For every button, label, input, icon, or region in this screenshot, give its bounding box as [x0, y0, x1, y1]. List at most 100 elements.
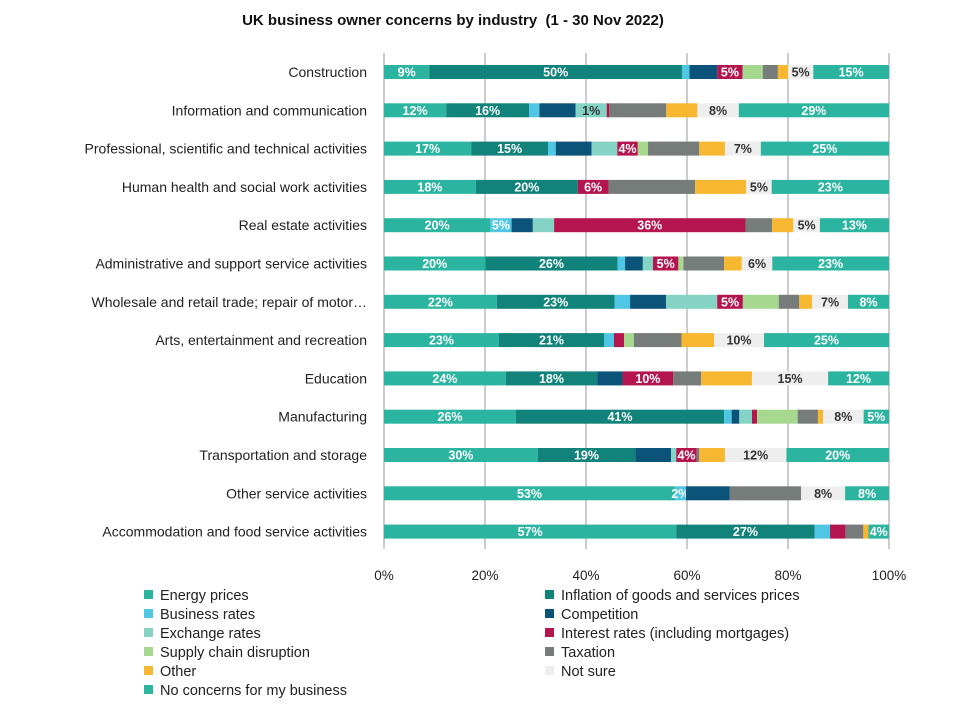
bar-segment	[685, 486, 730, 501]
data-label: 22%	[428, 295, 453, 309]
data-label: 57%	[518, 525, 543, 539]
data-label: 7%	[821, 295, 839, 309]
legend-item: Energy prices	[144, 587, 249, 606]
bar-segment	[678, 256, 684, 271]
category-label: Transportation and storage	[199, 447, 367, 463]
bar-segment	[475, 179, 578, 194]
data-label: 21%	[539, 334, 564, 348]
bar-segment	[863, 524, 869, 539]
data-label: 53%	[517, 487, 542, 501]
data-label: 9%	[398, 66, 416, 80]
data-label: 5%	[798, 219, 816, 233]
data-label: 4%	[618, 142, 636, 156]
legend-swatch	[144, 685, 153, 694]
data-label: 18%	[539, 372, 564, 386]
category-label: Other service activities	[226, 485, 367, 501]
category-label: Professional, scientific and technical a…	[85, 141, 367, 157]
bar-segment	[604, 333, 614, 348]
data-label: 5%	[867, 410, 885, 424]
data-label: 5%	[657, 257, 675, 271]
data-label: 26%	[539, 257, 564, 271]
data-label: 6%	[584, 180, 602, 194]
x-tick-label: 20%	[471, 568, 498, 583]
bar-segment	[777, 65, 788, 79]
legend-item: Competition	[545, 606, 638, 625]
bar-segment	[676, 448, 697, 462]
legend-item: Interest rates (including mortgages)	[545, 625, 789, 644]
legend-item: Not sure	[545, 663, 616, 682]
bar-segment	[751, 409, 758, 424]
bar-segment	[429, 65, 682, 79]
bar-segment	[830, 524, 846, 539]
bar-segment	[724, 409, 732, 424]
category-label: Arts, entertainment and recreation	[155, 332, 367, 348]
bar-segment	[614, 294, 631, 309]
bar-segment	[642, 256, 653, 271]
bar-segment	[554, 218, 746, 233]
bar-segment	[751, 371, 829, 386]
legend-label: Other	[160, 664, 197, 680]
category-label: Administrative and support service activ…	[95, 256, 367, 272]
data-label: 10%	[635, 372, 660, 386]
legend-swatch	[545, 609, 554, 618]
bar-segment	[772, 218, 794, 233]
bar-segment	[760, 141, 889, 156]
data-label: 25%	[812, 142, 837, 156]
data-label: 8%	[858, 487, 876, 501]
bar-segment	[630, 294, 666, 309]
legend-swatch	[144, 590, 153, 599]
bar-segment	[814, 524, 831, 539]
bar-segment	[384, 448, 538, 462]
bar-segment	[701, 371, 752, 386]
x-tick-label: 40%	[572, 568, 599, 583]
legend-swatch	[545, 590, 554, 599]
bar-segment	[724, 141, 761, 156]
data-label: 15%	[497, 142, 522, 156]
data-label: 7%	[734, 142, 752, 156]
data-label: 36%	[637, 219, 662, 233]
bar-segment	[608, 179, 696, 194]
bar-segment	[745, 218, 773, 233]
bar-segment	[819, 218, 889, 233]
bar-segment	[496, 294, 615, 309]
bar-segment	[555, 141, 592, 156]
bar-segment	[577, 179, 609, 194]
bar-segment	[823, 409, 864, 424]
bar-segment	[529, 103, 540, 118]
bar-segment	[683, 256, 725, 271]
bars: 9% 50% 5% 5% 15% 12% 16% 1% 8% 29% 17% 15% 4% 7% 25% 18…	[384, 65, 889, 539]
legend-item: No concerns for my business	[144, 682, 347, 701]
bar-segment	[384, 294, 497, 309]
bar-segment	[801, 486, 846, 501]
legend-swatch	[545, 666, 554, 675]
chart: UK business owner concerns by industry (…	[85, 12, 907, 583]
category-label: Information and communication	[172, 102, 367, 118]
data-label: 5%	[792, 66, 810, 80]
data-label: 5%	[721, 66, 739, 80]
bar-segment	[788, 65, 814, 79]
legend-label: Not sure	[561, 664, 616, 680]
data-label: 8%	[859, 295, 877, 309]
data-label: 23%	[818, 257, 843, 271]
bar-segment	[597, 371, 623, 386]
bar-segment	[384, 256, 486, 271]
bar-segment	[575, 103, 607, 118]
bar-segment	[697, 103, 739, 118]
legend-label: Competition	[561, 607, 639, 623]
bar-segment	[746, 179, 772, 194]
bar-segment	[622, 371, 674, 386]
legend-swatch	[545, 628, 554, 637]
legend-swatch	[144, 647, 153, 656]
bar-segment	[666, 103, 698, 118]
bar-segment	[778, 294, 800, 309]
bar-segment	[532, 218, 555, 233]
bar-segment	[652, 256, 679, 271]
legend-item: Inflation of goods and services prices	[545, 587, 800, 606]
data-label: 41%	[607, 410, 632, 424]
bar-segment	[739, 409, 752, 424]
x-tick-label: 80%	[774, 568, 801, 583]
data-label: 19%	[574, 449, 599, 463]
category-labels: Construction Information and communicatio…	[85, 64, 368, 540]
data-label: 13%	[842, 219, 867, 233]
bar-segment	[845, 524, 864, 539]
